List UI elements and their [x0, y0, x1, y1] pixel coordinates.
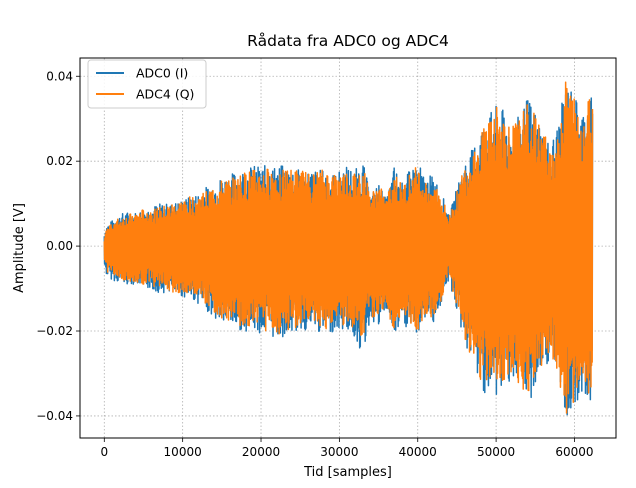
legend-label-adc4: ADC4 (Q)	[136, 87, 194, 102]
legend-label-adc0: ADC0 (I)	[136, 66, 188, 81]
x-tick-label: 40000	[399, 445, 437, 459]
y-tick-label: −0.04	[36, 409, 73, 423]
y-axis-title: Amplitude [V]	[12, 203, 27, 293]
x-tick-label: 10000	[164, 445, 202, 459]
x-axis: 0 10000 20000 30000 40000 50000 60000	[100, 438, 594, 459]
plot-area-frame	[79, 57, 617, 439]
x-tick-label: 0	[100, 445, 108, 459]
y-tick-label: 0.00	[46, 239, 73, 253]
x-axis-title: Tid [samples]	[303, 465, 392, 480]
x-tick-label: 30000	[320, 445, 358, 459]
y-tick-label: 0.04	[46, 69, 73, 83]
y-axis: −0.04 −0.02 0.00 0.02 0.04	[36, 69, 80, 423]
chart-title: Rådata fra ADC0 og ADC4	[247, 32, 449, 50]
y-tick-label: −0.02	[36, 324, 73, 338]
x-tick-label: 60000	[555, 445, 593, 459]
x-tick-label: 50000	[477, 445, 515, 459]
legend: ADC0 (I) ADC4 (Q)	[87, 59, 207, 109]
x-tick-label: 20000	[242, 445, 280, 459]
y-tick-label: 0.02	[46, 154, 73, 168]
series-layer	[103, 81, 594, 416]
series-line-adc4	[103, 81, 594, 414]
